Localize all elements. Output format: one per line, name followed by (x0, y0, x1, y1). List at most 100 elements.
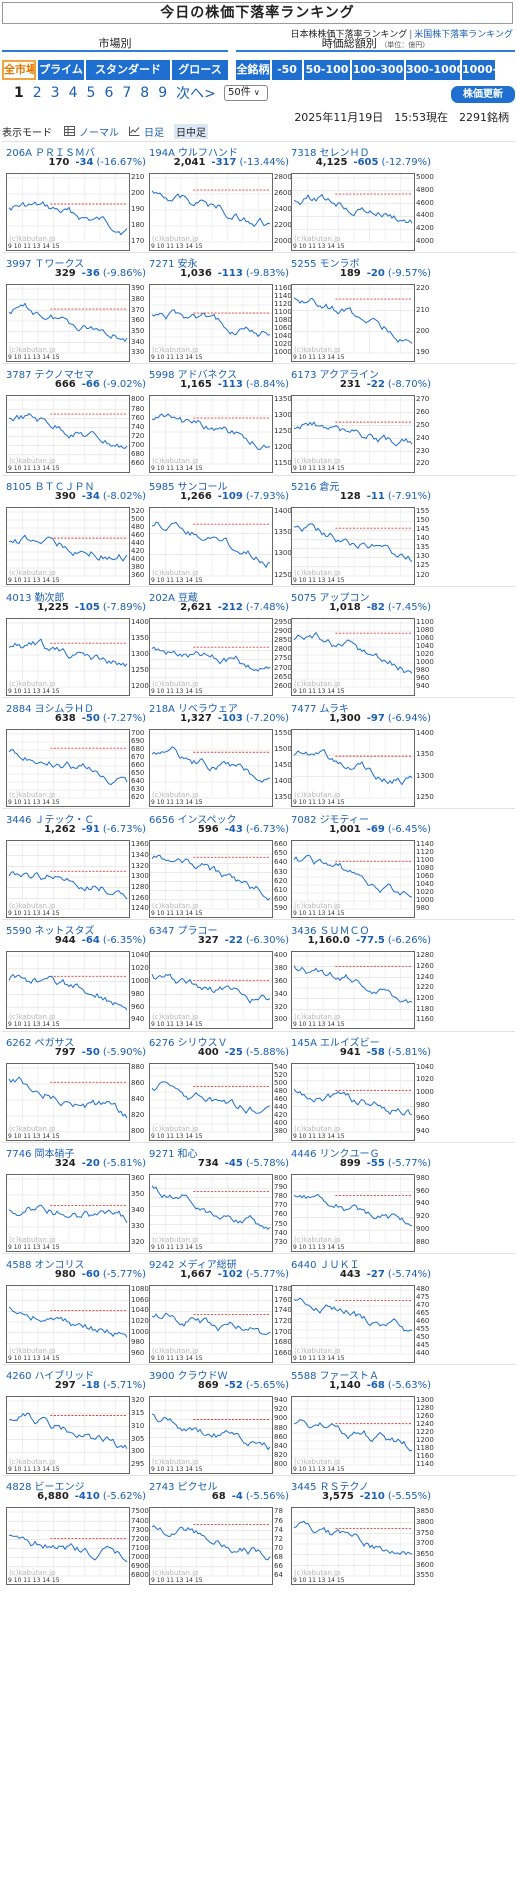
stock-name-link[interactable]: 7746 岡本硝子 (6, 1145, 74, 1160)
page-3[interactable]: 3 (50, 85, 60, 101)
page-1[interactable]: 1 (14, 85, 24, 101)
intraday-chart[interactable]: (c)kabutan.jp 9 10 11 13 14 15 (291, 284, 415, 363)
intraday-chart[interactable]: (c)kabutan.jp 9 10 11 13 14 15 (291, 1507, 415, 1586)
intraday-chart[interactable]: (c)kabutan.jp 9 10 11 13 14 15 (149, 173, 273, 251)
stock-name-link[interactable]: 6656 インスペック (149, 811, 237, 826)
intraday-chart[interactable]: (c)kabutan.jp 9 10 11 13 14 15 (291, 617, 415, 696)
page-6[interactable]: 6 (104, 85, 114, 101)
intraday-chart[interactable]: (c)kabutan.jp 9 10 11 13 14 15 (6, 617, 130, 696)
stock-name-link[interactable]: 3445 ＲＳテクノ (291, 1478, 369, 1493)
stock-name-link[interactable]: 8105 ＢＴＣＪＰＮ (6, 478, 94, 493)
intraday-chart[interactable]: (c)kabutan.jp 9 10 11 13 14 15 (291, 506, 415, 585)
stock-name-link[interactable]: 3900 クラウドＷ (149, 1367, 227, 1382)
stock-name-link[interactable]: 6440 ＪＵＫＩ (291, 1256, 359, 1271)
stock-name-link[interactable]: 4828 ビーエンジ (6, 1478, 84, 1493)
page-8[interactable]: 8 (140, 85, 150, 101)
intraday-chart[interactable]: (c)kabutan.jp 9 10 11 13 14 15 (291, 1396, 415, 1475)
stock-name-link[interactable]: 9242 メディア総研 (149, 1256, 237, 1271)
stock-name-link[interactable]: 6262 ペガサス (6, 1034, 74, 1049)
stock-name-link[interactable]: 5588 ファーストＡ (291, 1367, 379, 1382)
stock-name-link[interactable]: 5216 倉元 (291, 478, 339, 493)
intraday-chart[interactable]: (c)kabutan.jp 9 10 11 13 14 15 (291, 1173, 415, 1252)
per-page-select[interactable]: 50件 ∨ (224, 85, 268, 101)
stock-name-link[interactable]: 3436 ＳＵＭＣＯ (291, 922, 369, 937)
stock-name-link[interactable]: 4588 オンコリス (6, 1256, 84, 1271)
jp-ranking-link[interactable]: 日本株株価下落率ランキング (290, 30, 408, 40)
stock-name-link[interactable]: 3787 テクノマセマ (6, 366, 94, 381)
stock-name-link[interactable]: 194A ウルフハンド (149, 144, 238, 159)
stock-name-link[interactable]: 7082 ジモティー (291, 811, 369, 826)
intraday-chart[interactable]: (c)kabutan.jp 9 10 11 13 14 15 (291, 840, 415, 919)
intraday-chart[interactable]: (c)kabutan.jp 9 10 11 13 14 15 (6, 1396, 130, 1475)
tab-100-300[interactable]: 100-300 (352, 60, 404, 80)
stock-name-link[interactable]: 5255 モンラボ (291, 255, 359, 270)
tab-standard[interactable]: スタンダード (86, 60, 170, 80)
page-2[interactable]: 2 (32, 85, 42, 101)
stock-name-link[interactable]: 3997 Ｔワークス (6, 255, 84, 270)
intraday-chart[interactable]: (c)kabutan.jp 9 10 11 13 14 15 (291, 729, 415, 807)
tab-all-stocks[interactable]: 全銘柄 (236, 60, 270, 80)
stock-name-link[interactable]: 7477 ムラキ (291, 700, 349, 715)
intraday-chart[interactable]: (c)kabutan.jp 9 10 11 13 14 15 (291, 395, 415, 474)
stock-name-link[interactable]: 6173 アクアライン (291, 366, 379, 381)
intraday-chart[interactable]: (c)kabutan.jp 9 10 11 13 14 15 (149, 1062, 273, 1141)
intraday-chart[interactable]: (c)kabutan.jp 9 10 11 13 14 15 (149, 1173, 273, 1252)
stock-name-link[interactable]: 2884 ヨシムラＨＤ (6, 700, 94, 715)
intraday-chart[interactable]: (c)kabutan.jp 9 10 11 13 14 15 (6, 173, 130, 251)
intraday-chart[interactable]: (c)kabutan.jp 9 10 11 13 14 15 (291, 1285, 415, 1363)
stock-name-link[interactable]: 218A リベラウェア (149, 700, 238, 715)
intraday-chart[interactable]: (c)kabutan.jp 9 10 11 13 14 15 (291, 951, 415, 1030)
us-ranking-link[interactable]: 米国株下落率ランキング (414, 30, 513, 40)
stock-name-link[interactable]: 5590 ネットスタズ (6, 922, 94, 937)
page-7[interactable]: 7 (122, 85, 132, 101)
stock-name-link[interactable]: 206A ＰＲＩＳＭバ (6, 144, 95, 159)
page-4[interactable]: 4 (68, 85, 78, 101)
stock-name-link[interactable]: 4446 リンクユーＧ (291, 1145, 379, 1160)
intraday-chart[interactable]: (c)kabutan.jp 9 10 11 13 14 15 (149, 840, 273, 919)
intraday-chart[interactable]: (c)kabutan.jp 9 10 11 13 14 15 (149, 1285, 273, 1363)
intraday-chart[interactable]: (c)kabutan.jp 9 10 11 13 14 15 (291, 1062, 415, 1141)
stock-name-link[interactable]: 202A 豆蔵 (149, 589, 198, 604)
tab-50-100[interactable]: 50-100 (304, 60, 350, 80)
intraday-chart[interactable]: (c)kabutan.jp 9 10 11 13 14 15 (6, 395, 130, 474)
intraday-chart[interactable]: (c)kabutan.jp 9 10 11 13 14 15 (6, 1507, 130, 1586)
stock-name-link[interactable]: 2743 ピクセル (149, 1478, 217, 1493)
intraday-chart[interactable]: (c)kabutan.jp 9 10 11 13 14 15 (149, 729, 273, 807)
mode-intraday[interactable]: 日中足 (174, 123, 208, 139)
stock-name-link[interactable]: 5985 サンコール (149, 478, 227, 493)
stock-name-link[interactable]: 4260 ハイブリッド (6, 1367, 94, 1382)
intraday-chart[interactable]: (c)kabutan.jp 9 10 11 13 14 15 (291, 173, 415, 251)
stock-name-link[interactable]: 3446 Ｊテック・Ｃ (6, 811, 94, 826)
intraday-chart[interactable]: (c)kabutan.jp 9 10 11 13 14 15 (149, 1507, 273, 1586)
intraday-chart[interactable]: (c)kabutan.jp 9 10 11 13 14 15 (6, 1285, 130, 1363)
intraday-chart[interactable]: (c)kabutan.jp 9 10 11 13 14 15 (149, 284, 273, 363)
stock-name-link[interactable]: 4013 勤次郎 (6, 589, 64, 604)
intraday-chart[interactable]: (c)kabutan.jp 9 10 11 13 14 15 (6, 506, 130, 585)
stock-name-link[interactable]: 7318 セレンＨＤ (291, 144, 369, 159)
intraday-chart[interactable]: (c)kabutan.jp 9 10 11 13 14 15 (149, 617, 273, 696)
mode-daily[interactable]: 日足 (129, 124, 164, 139)
intraday-chart[interactable]: (c)kabutan.jp 9 10 11 13 14 15 (149, 395, 273, 474)
intraday-chart[interactable]: (c)kabutan.jp 9 10 11 13 14 15 (149, 1396, 273, 1475)
tab-300-1000[interactable]: 300-1000 (406, 60, 460, 80)
tab-under-50[interactable]: -50 (272, 60, 302, 80)
update-prices-button[interactable]: 株価更新 (451, 86, 515, 103)
page-9[interactable]: 9 (158, 85, 168, 101)
stock-name-link[interactable]: 6276 シリウスＶ (149, 1034, 227, 1049)
intraday-chart[interactable]: (c)kabutan.jp 9 10 11 13 14 15 (6, 951, 130, 1030)
tab-prime[interactable]: プライム (38, 60, 84, 80)
intraday-chart[interactable]: (c)kabutan.jp 9 10 11 13 14 15 (149, 506, 273, 585)
stock-name-link[interactable]: 6347 プラコー (149, 922, 217, 937)
page-5[interactable]: 5 (86, 85, 96, 101)
intraday-chart[interactable]: (c)kabutan.jp 9 10 11 13 14 15 (149, 951, 273, 1030)
intraday-chart[interactable]: (c)kabutan.jp 9 10 11 13 14 15 (6, 729, 130, 807)
tab-growth[interactable]: グロース (172, 60, 228, 80)
stock-name-link[interactable]: 5075 アップコン (291, 589, 369, 604)
intraday-chart[interactable]: (c)kabutan.jp 9 10 11 13 14 15 (6, 284, 130, 363)
intraday-chart[interactable]: (c)kabutan.jp 9 10 11 13 14 15 (6, 1173, 130, 1252)
stock-name-link[interactable]: 9271 和心 (149, 1145, 197, 1160)
tab-over-1000[interactable]: 1000- (462, 60, 495, 80)
intraday-chart[interactable]: (c)kabutan.jp 9 10 11 13 14 15 (6, 840, 130, 919)
intraday-chart[interactable]: (c)kabutan.jp 9 10 11 13 14 15 (6, 1062, 130, 1141)
stock-name-link[interactable]: 7271 安永 (149, 255, 197, 270)
